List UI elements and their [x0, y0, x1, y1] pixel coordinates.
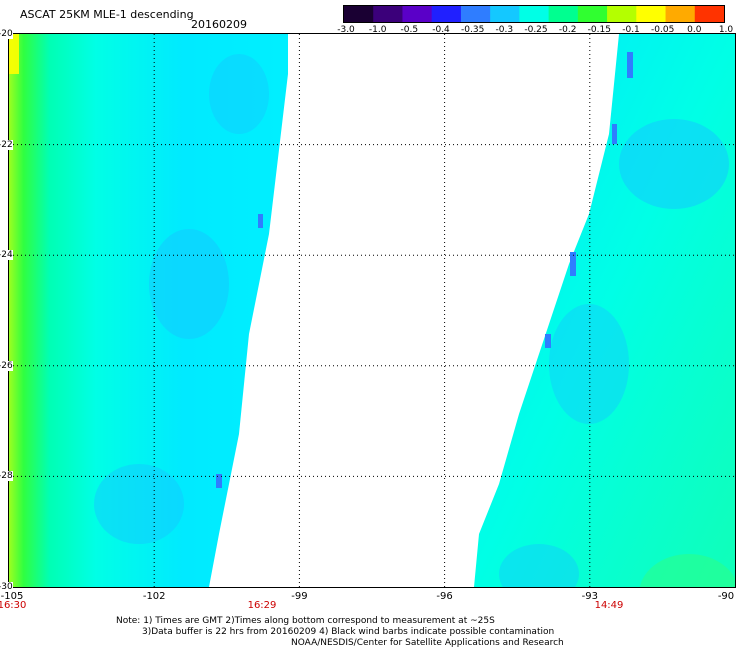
x-tick-label: -99: [291, 591, 308, 602]
map-plot: [8, 33, 736, 588]
colorbar-label: -1.0: [368, 25, 387, 35]
note-line-2: 3)Data buffer is 22 hrs from 20160209 4)…: [142, 627, 555, 637]
colorbar-label: -0.5: [400, 25, 419, 35]
note-line-1: Note: 1) Times are GMT 2)Times along bot…: [116, 616, 495, 626]
y-tick-label: -20: [0, 29, 13, 39]
colorbar: [343, 5, 725, 23]
colorbar-segment: [548, 6, 579, 22]
colorbar-segment: [577, 6, 608, 22]
x-tick-label: -90: [717, 591, 735, 602]
x-tick-label: -105: [0, 591, 24, 602]
colorbar-label: 0.0: [687, 25, 702, 35]
colorbar-segment: [344, 6, 374, 22]
colorbar-label: -3.0: [337, 25, 355, 35]
x-tick-label: -96: [436, 591, 453, 602]
x-tick-label: -93: [581, 591, 598, 602]
colorbar-label: -0.3: [495, 25, 514, 35]
colorbar-segment: [490, 6, 520, 22]
colorbar-segment: [431, 6, 462, 22]
swath-field: [9, 34, 735, 587]
colorbar-segment: [636, 6, 667, 22]
colorbar-segment: [665, 6, 696, 22]
colorbar-label: -0.05: [651, 25, 675, 35]
colorbar-label: -0.2: [558, 25, 577, 35]
colorbar-label: -0.35: [461, 25, 485, 35]
y-tick-label: -22: [0, 139, 13, 150]
time-label-left: 16:30: [0, 600, 27, 611]
map-title: ASCAT 25KM MLE-1 descending: [20, 8, 194, 21]
note-line-3: NOAA/NESDIS/Center for Satellite Applica…: [291, 638, 564, 648]
colorbar-segment: [402, 6, 433, 22]
y-tick-label: -26: [0, 360, 13, 371]
map-date: 20160209: [191, 18, 247, 31]
colorbar-labels: -3.0 -1.0 -0.5 -0.4 -0.35 -0.3 -0.25 -0.2 -0.15 -…: [328, 25, 740, 37]
colorbar-label: -0.1: [622, 25, 640, 35]
colorbar-segment: [519, 6, 550, 22]
colorbar-segment: [607, 6, 637, 22]
y-tick-label: -30: [0, 582, 13, 592]
colorbar-segment: [694, 6, 724, 22]
colorbar-label: 1.0: [718, 25, 734, 35]
time-label-right: 14:49: [594, 600, 624, 611]
colorbar-segment: [373, 6, 403, 22]
colorbar-label: -0.4: [432, 25, 450, 35]
colorbar-label: -0.25: [524, 25, 548, 35]
y-tick-label: -28: [0, 471, 13, 482]
colorbar-segment: [460, 6, 491, 22]
colorbar-label: -0.15: [587, 25, 611, 35]
time-label-middle: 16:29: [247, 600, 277, 611]
x-tick-label: -102: [142, 591, 166, 602]
y-tick-label: -24: [0, 250, 13, 261]
